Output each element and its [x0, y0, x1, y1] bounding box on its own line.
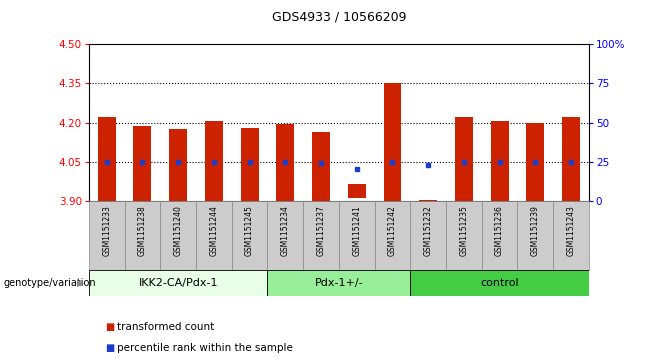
Bar — [384, 83, 401, 201]
FancyBboxPatch shape — [553, 201, 589, 270]
FancyBboxPatch shape — [267, 201, 303, 270]
Text: GSM1151233: GSM1151233 — [102, 205, 111, 256]
Text: GSM1151243: GSM1151243 — [567, 205, 576, 256]
FancyBboxPatch shape — [374, 201, 411, 270]
Text: GSM1151234: GSM1151234 — [281, 205, 290, 256]
Text: GSM1151238: GSM1151238 — [138, 205, 147, 256]
Bar — [276, 124, 294, 201]
Text: control: control — [480, 278, 519, 288]
Bar — [169, 129, 187, 201]
Text: ■: ■ — [105, 343, 114, 354]
Bar — [419, 200, 437, 201]
FancyBboxPatch shape — [161, 201, 196, 270]
Text: ■: ■ — [105, 322, 114, 332]
Text: GSM1151244: GSM1151244 — [209, 205, 218, 256]
Text: transformed count: transformed count — [117, 322, 215, 332]
FancyBboxPatch shape — [232, 201, 267, 270]
Text: GSM1151245: GSM1151245 — [245, 205, 254, 256]
Bar — [312, 132, 330, 201]
Bar — [205, 121, 223, 201]
Text: GSM1151232: GSM1151232 — [424, 205, 433, 256]
Text: GSM1151237: GSM1151237 — [316, 205, 326, 256]
FancyBboxPatch shape — [89, 201, 124, 270]
Text: GSM1151242: GSM1151242 — [388, 205, 397, 256]
Text: IKK2-CA/Pdx-1: IKK2-CA/Pdx-1 — [138, 278, 218, 288]
Bar — [134, 126, 151, 201]
Text: GDS4933 / 10566209: GDS4933 / 10566209 — [272, 11, 406, 24]
FancyBboxPatch shape — [196, 201, 232, 270]
FancyBboxPatch shape — [482, 201, 517, 270]
FancyBboxPatch shape — [124, 201, 161, 270]
Bar — [241, 128, 259, 201]
Bar — [491, 121, 509, 201]
Text: percentile rank within the sample: percentile rank within the sample — [117, 343, 293, 354]
Text: ▶: ▶ — [77, 278, 85, 288]
Bar — [98, 117, 116, 201]
FancyBboxPatch shape — [411, 270, 589, 296]
FancyBboxPatch shape — [339, 201, 374, 270]
Bar — [526, 123, 544, 201]
Text: GSM1151241: GSM1151241 — [352, 205, 361, 256]
Bar — [562, 117, 580, 201]
Text: GSM1151235: GSM1151235 — [459, 205, 468, 256]
FancyBboxPatch shape — [517, 201, 553, 270]
FancyBboxPatch shape — [89, 270, 267, 296]
Text: GSM1151236: GSM1151236 — [495, 205, 504, 256]
Text: GSM1151240: GSM1151240 — [174, 205, 183, 256]
Text: genotype/variation: genotype/variation — [3, 278, 96, 288]
FancyBboxPatch shape — [411, 201, 446, 270]
FancyBboxPatch shape — [303, 201, 339, 270]
FancyBboxPatch shape — [267, 270, 411, 296]
Bar — [348, 184, 366, 197]
Bar — [455, 117, 473, 201]
Text: GSM1151239: GSM1151239 — [531, 205, 540, 256]
Text: Pdx-1+/-: Pdx-1+/- — [315, 278, 363, 288]
FancyBboxPatch shape — [446, 201, 482, 270]
